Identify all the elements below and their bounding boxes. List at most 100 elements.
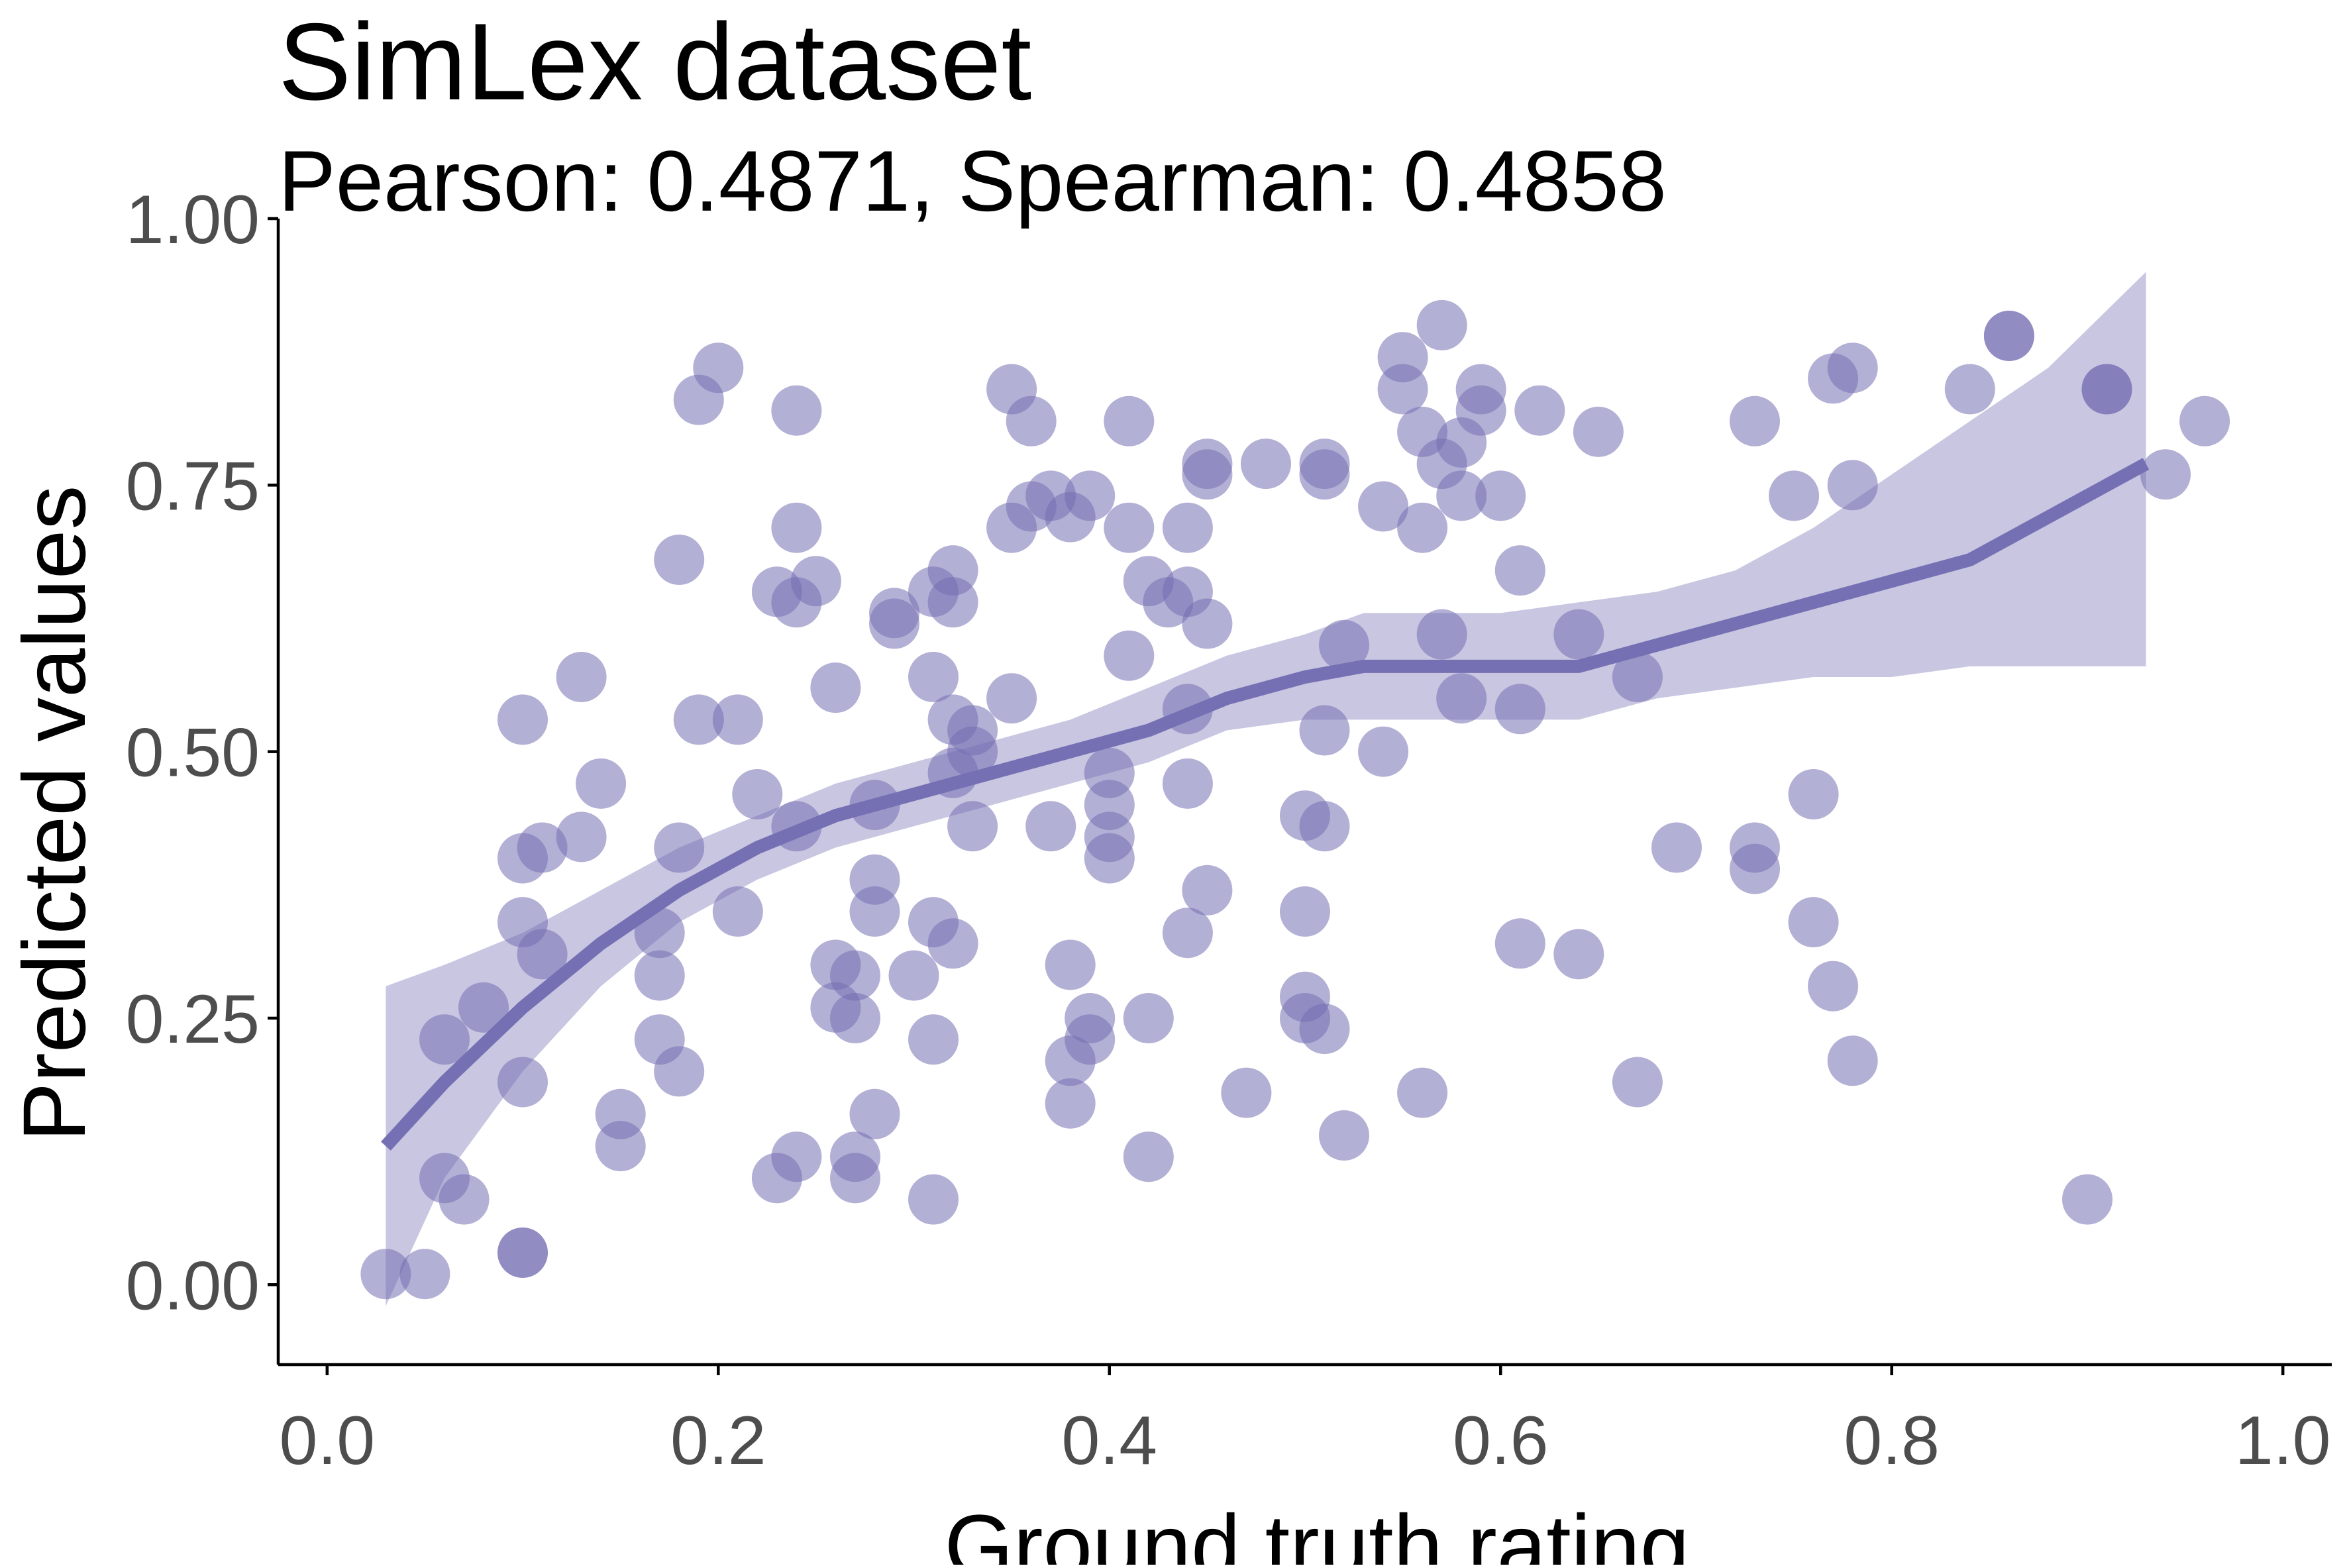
data-point	[439, 1174, 490, 1225]
data-point	[1612, 652, 1663, 702]
data-point	[576, 758, 627, 809]
data-point	[1730, 843, 1780, 894]
data-point	[888, 950, 939, 1001]
data-point	[1436, 673, 1487, 724]
confidence-band	[386, 272, 2146, 1306]
data-point	[556, 811, 607, 862]
data-point	[1808, 961, 1859, 1012]
data-point	[1065, 470, 1116, 521]
data-point	[634, 908, 685, 959]
data-point	[497, 694, 548, 745]
data-point	[947, 705, 998, 756]
data-point	[732, 769, 783, 819]
data-point	[1553, 929, 1604, 980]
smooth-line-layer	[381, 458, 2150, 1151]
data-point	[1455, 385, 1506, 436]
data-point	[1358, 481, 1409, 532]
y-tick-label: 1.00	[126, 182, 260, 258]
data-point	[1104, 630, 1155, 681]
data-point	[927, 545, 978, 596]
data-point	[1944, 364, 1995, 415]
y-tick-label: 0.75	[126, 448, 260, 525]
x-tick-label: 1.0	[2235, 1402, 2331, 1479]
data-point	[595, 1121, 646, 1172]
x-tick-label: 0.0	[280, 1402, 376, 1479]
data-point	[1299, 801, 1350, 852]
data-point	[1221, 1067, 1272, 1118]
data-point	[1299, 1004, 1350, 1055]
data-point	[497, 1057, 548, 1108]
points-layer	[360, 299, 2230, 1300]
data-point	[1827, 1035, 1878, 1086]
data-point	[1319, 619, 1369, 670]
data-point	[830, 993, 880, 1043]
data-point	[1416, 299, 1467, 350]
data-point	[673, 694, 724, 745]
data-point	[1241, 439, 1291, 490]
data-point	[634, 950, 685, 1001]
data-point	[517, 929, 568, 980]
data-point	[908, 1174, 959, 1225]
data-point	[399, 1249, 450, 1300]
data-point	[712, 886, 763, 937]
data-point	[1769, 470, 1820, 521]
chart-title: SimLex dataset	[278, 1, 1031, 123]
data-point	[1397, 1067, 1448, 1118]
data-point	[1104, 395, 1155, 446]
data-point	[1065, 993, 1116, 1043]
data-point	[1377, 332, 1428, 383]
data-point	[947, 801, 998, 852]
data-point	[1182, 598, 1233, 649]
data-point	[1416, 609, 1467, 660]
data-point	[1553, 609, 1604, 660]
x-tick-label: 0.8	[1844, 1402, 1940, 1479]
y-tick-label: 0.00	[126, 1247, 260, 1324]
data-point	[771, 1131, 822, 1182]
chart-subtitle: Pearson: 0.4871, Spearman: 0.4858	[278, 132, 1667, 229]
y-tick-label: 0.25	[126, 981, 260, 1058]
data-point	[908, 1014, 959, 1065]
x-tick-label: 0.4	[1061, 1402, 1157, 1479]
x-tick-label: 0.6	[1453, 1402, 1549, 1479]
smooth-line	[381, 458, 2150, 1151]
y-axis-title: Predicted values	[5, 486, 104, 1142]
data-point	[419, 1014, 470, 1065]
data-point	[1319, 1110, 1369, 1161]
data-point	[1025, 801, 1076, 852]
data-point	[771, 502, 822, 553]
data-point	[2062, 1174, 2112, 1225]
data-point	[654, 1046, 705, 1097]
data-point	[1788, 769, 1839, 819]
data-point	[986, 673, 1037, 724]
data-point	[1299, 439, 1350, 490]
data-point	[2140, 449, 2191, 500]
data-point	[869, 598, 919, 649]
data-point	[1358, 726, 1409, 777]
data-point	[1827, 342, 1878, 393]
data-point	[849, 854, 900, 905]
data-point	[1475, 470, 1526, 521]
data-point	[1182, 864, 1233, 915]
data-point	[927, 918, 978, 969]
data-point	[1514, 385, 1565, 436]
data-point	[1397, 502, 1448, 553]
data-point	[1084, 747, 1135, 798]
data-point	[654, 822, 705, 873]
data-point	[1162, 758, 1213, 809]
data-point	[1299, 705, 1350, 756]
data-point	[1182, 449, 1233, 500]
data-point	[517, 822, 568, 873]
data-point	[1730, 395, 1780, 446]
data-point	[771, 385, 822, 436]
data-point	[1494, 545, 1545, 596]
data-point	[1045, 939, 1096, 990]
data-point	[360, 1249, 411, 1300]
data-point	[1436, 470, 1487, 521]
data-point	[693, 342, 744, 393]
data-point	[654, 535, 705, 585]
data-point	[1983, 311, 2034, 361]
data-point	[1827, 460, 1878, 511]
x-tick-label: 0.2	[670, 1402, 766, 1479]
